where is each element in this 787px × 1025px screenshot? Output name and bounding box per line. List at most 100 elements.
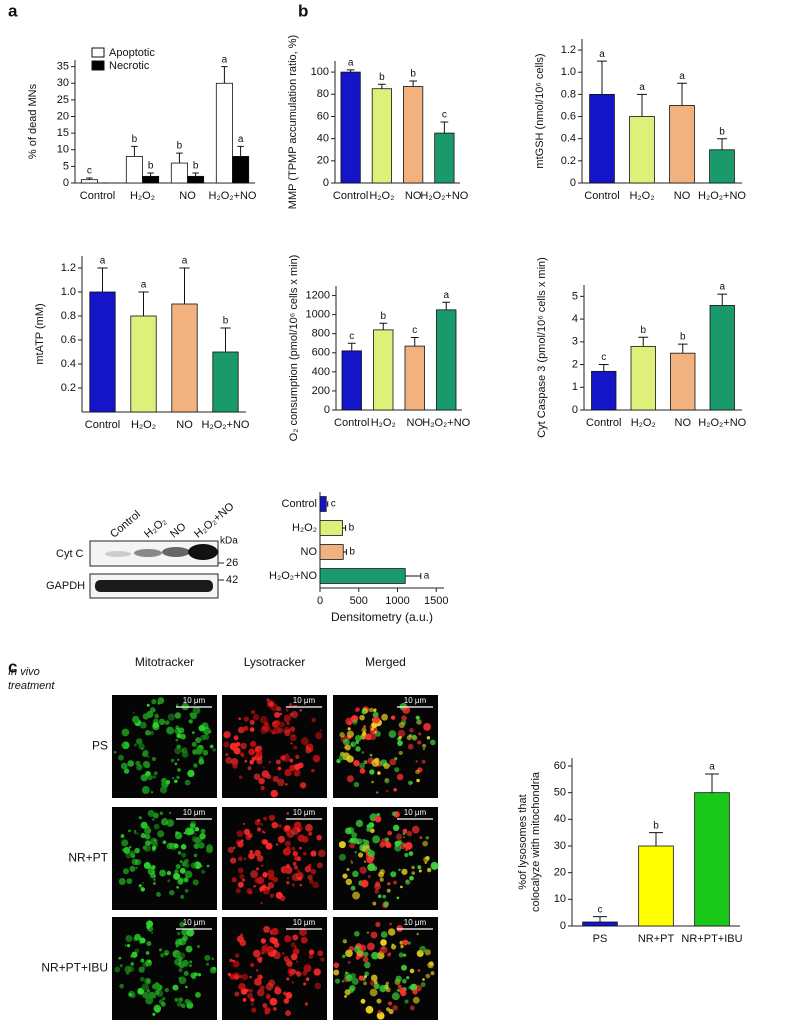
scale-label: 10 μm — [293, 808, 316, 817]
signal-spot — [177, 851, 182, 855]
blot-marker: 42 — [226, 574, 238, 586]
signal-spot — [279, 721, 286, 728]
y-tick-label: 0 — [570, 177, 576, 189]
signal-spot — [193, 843, 200, 849]
signal-spot — [419, 836, 423, 840]
signal-spot — [314, 982, 322, 990]
signal-spot — [187, 769, 195, 778]
signal-spot — [154, 989, 160, 996]
signal-spot — [288, 703, 293, 707]
y-tick-label: 25 — [57, 94, 69, 106]
signal-spot — [370, 931, 378, 939]
error-bar — [705, 773, 719, 793]
significance-letter: b — [680, 332, 686, 343]
signal-spot — [374, 883, 381, 890]
signal-spot — [124, 944, 127, 947]
lane-label: H₂O₂ — [142, 515, 169, 540]
bar — [130, 315, 157, 413]
bar — [403, 86, 424, 184]
signal-spot — [157, 830, 165, 838]
signal-spot — [181, 928, 189, 936]
signal-spot — [377, 894, 382, 899]
signal-spot — [185, 985, 188, 989]
y-tick-label: 1.2 — [561, 44, 576, 56]
error-bar — [347, 342, 356, 351]
signal-spot — [383, 762, 390, 769]
signal-spot — [258, 777, 265, 785]
signal-spot — [396, 988, 400, 992]
signal-spot — [233, 735, 239, 741]
signal-spot — [146, 941, 152, 947]
signal-spot — [130, 962, 135, 966]
signal-spot — [245, 988, 249, 993]
signal-spot — [119, 964, 123, 968]
signal-spot — [392, 1005, 398, 1011]
significance-letter: b — [379, 72, 385, 83]
row-label: NR+PT+IBU — [41, 961, 108, 975]
signal-spot — [128, 829, 131, 833]
y-tick-label: 0.2 — [561, 155, 576, 167]
signal-spot — [158, 718, 166, 726]
signal-spot — [174, 779, 178, 783]
signal-spot — [346, 730, 355, 738]
signal-spot — [320, 957, 325, 962]
signal-spot — [359, 762, 366, 769]
signal-spot — [395, 975, 402, 982]
signal-spot — [175, 738, 179, 742]
signal-spot — [291, 734, 295, 738]
signal-spot — [126, 878, 133, 885]
signal-spot — [259, 715, 268, 724]
signal-spot — [355, 709, 358, 712]
y-tick-label: 0 — [560, 920, 566, 932]
signal-spot — [355, 746, 361, 752]
signal-spot — [370, 727, 375, 731]
signal-spot — [370, 974, 378, 982]
error-bar — [598, 364, 609, 372]
signal-spot — [388, 952, 392, 956]
signal-spot — [290, 942, 296, 948]
error-bar — [97, 267, 108, 292]
signal-spot — [351, 861, 354, 864]
signal-spot — [190, 972, 196, 979]
signal-spot — [260, 938, 267, 944]
row-label: NR+PT — [68, 851, 108, 865]
signal-spot — [362, 838, 366, 842]
signal-spot — [291, 883, 295, 887]
signal-spot — [294, 945, 297, 949]
signal-spot — [412, 989, 418, 995]
signal-spot — [347, 960, 351, 964]
x-tick-label: PS — [593, 933, 608, 945]
signal-spot — [278, 824, 282, 828]
signal-spot — [249, 975, 252, 979]
signal-spot — [212, 748, 216, 752]
signal-spot — [407, 941, 411, 945]
signal-spot — [268, 814, 276, 821]
x-tick-label: NO — [179, 190, 196, 202]
signal-spot — [240, 933, 244, 937]
signal-spot — [387, 1001, 393, 1006]
signal-spot — [260, 901, 263, 905]
signal-spot — [366, 931, 370, 934]
signal-spot — [195, 747, 203, 755]
signal-spot — [309, 879, 314, 884]
y-tick-label: 5 — [63, 160, 69, 172]
y-tick-label: 80 — [317, 88, 329, 100]
significance-letter: a — [222, 54, 228, 65]
signal-spot — [376, 998, 382, 1004]
signal-spot — [138, 743, 145, 750]
signal-spot — [120, 834, 125, 838]
signal-spot — [227, 972, 232, 977]
y-tick-label: 5 — [572, 290, 578, 302]
y-tick-label: 10 — [554, 893, 566, 905]
signal-spot — [268, 979, 276, 987]
signal-spot — [311, 717, 316, 723]
signal-spot — [409, 968, 415, 974]
signal-spot — [346, 867, 350, 872]
error-bar — [440, 121, 449, 134]
signal-spot — [344, 972, 351, 979]
signal-spot — [144, 833, 151, 840]
significance-letter: b — [177, 141, 183, 152]
band — [188, 544, 218, 560]
signal-spot — [243, 828, 251, 835]
signal-spot — [282, 991, 287, 996]
